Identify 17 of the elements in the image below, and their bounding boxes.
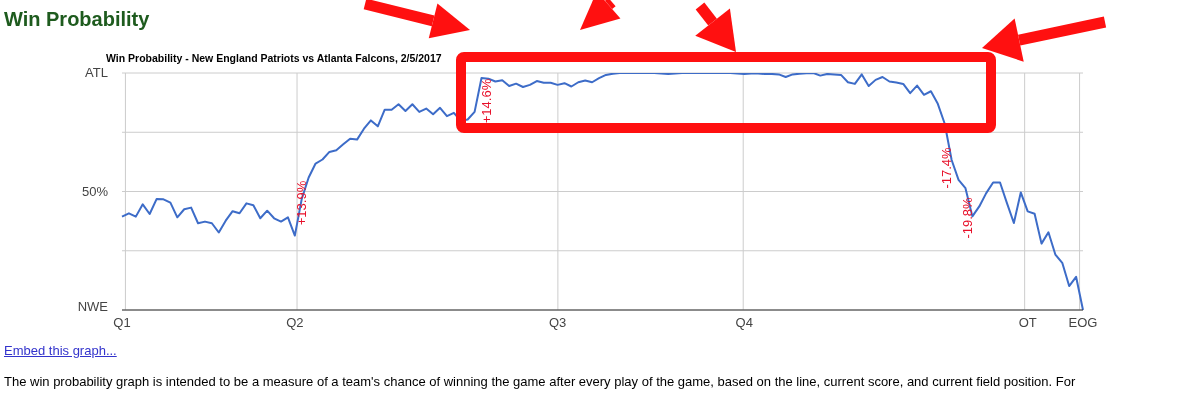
annotation: -19.8% (960, 196, 975, 239)
annotation: -17.4% (939, 146, 954, 189)
annotation: +13.9% (294, 180, 309, 226)
chart-title: Win Probability (4, 8, 150, 31)
text: NWE (77, 299, 108, 314)
x-tick-label: Q1 (113, 315, 131, 331)
x-tick-label: OT (1018, 315, 1037, 331)
annotation: +14.6% (479, 78, 494, 124)
chart-subtitle: Win Probability - New England Patriots vs Atlanta Falcons, 2/5/2017 (106, 52, 442, 64)
x-tick-label: EOG (1068, 315, 1098, 331)
text: Embed this graph... (4, 343, 117, 358)
text: ATL (85, 65, 108, 80)
text: 50% (81, 183, 108, 199)
x-tick-label: Q2 (286, 315, 304, 331)
x-tick-label: Q3 (548, 315, 567, 331)
x-tick-label: Q4 (735, 315, 753, 331)
text: The win probability graph is intended to be a measure of a team's chance of winning the game after every play of the game, based on the line, current score, and current field position. For (4, 374, 1076, 389)
